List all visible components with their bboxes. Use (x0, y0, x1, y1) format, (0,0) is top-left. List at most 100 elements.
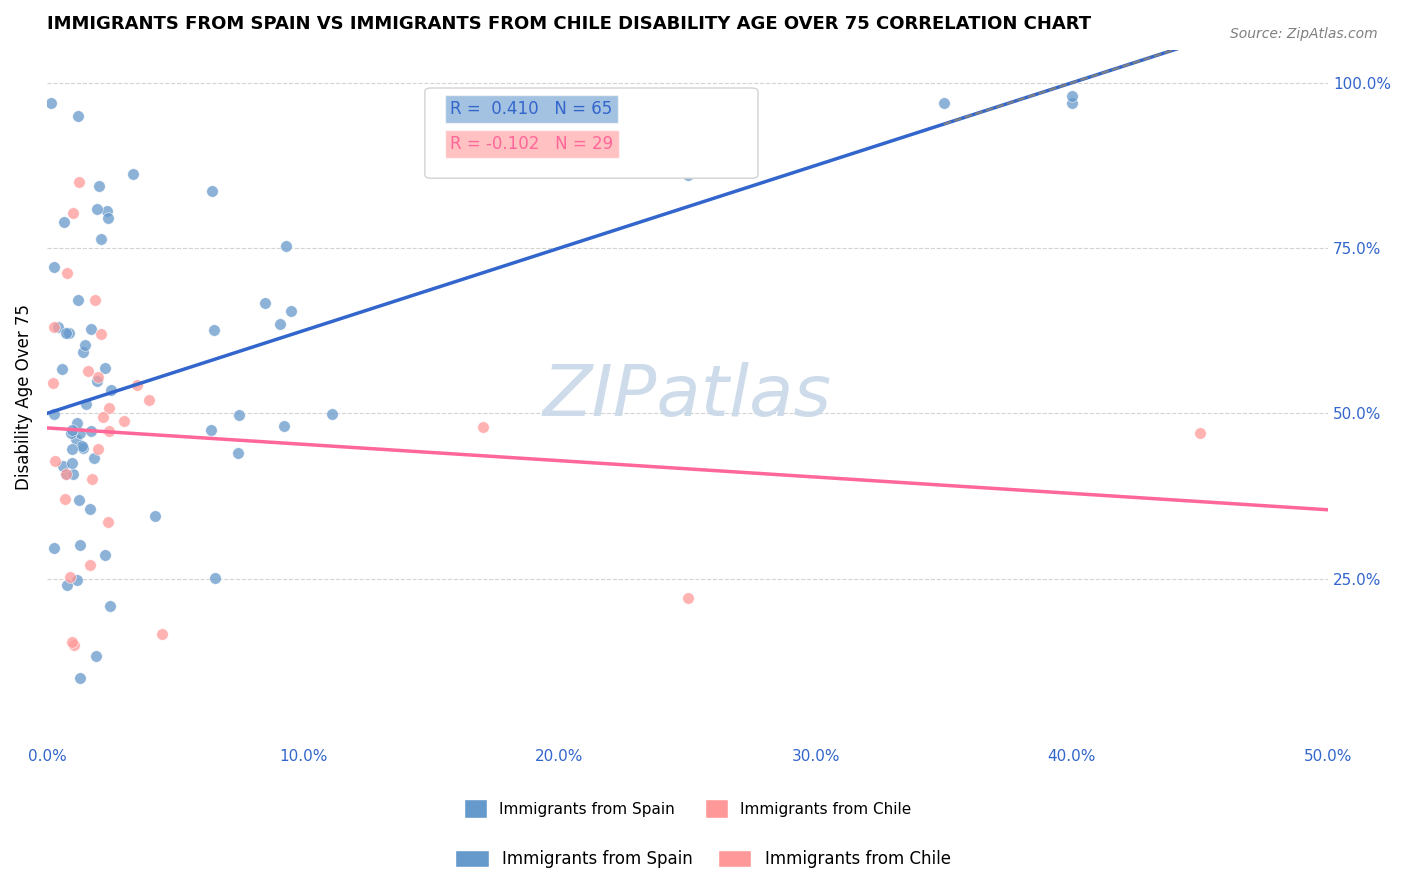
Point (202, 323, 225, 337)
Y-axis label: Disability Age Over 75: Disability Age Over 75 (15, 304, 32, 490)
Point (60, 456, 83, 470)
Point (79, 322, 101, 336)
Point (42, 260, 65, 274)
Point (98, 599, 121, 613)
Point (67, 175, 90, 189)
Point (66, 416, 89, 430)
Point (69, 538, 91, 552)
Point (55, 326, 77, 340)
Point (932, 95, 955, 110)
Point (67, 493, 90, 508)
Point (42, 541, 65, 555)
Legend: Immigrants from Spain, Immigrants from Chile: Immigrants from Spain, Immigrants from C… (449, 843, 957, 875)
Point (53, 492, 76, 507)
Legend: Immigrants from Spain, Immigrants from Chile: Immigrants from Spain, Immigrants from C… (457, 793, 918, 824)
Point (280, 304, 302, 318)
Point (87, 370, 110, 384)
Point (41, 376, 63, 391)
Point (97, 515, 120, 529)
Point (87, 178, 110, 193)
Point (91, 409, 114, 424)
Point (274, 238, 297, 252)
Point (94, 361, 117, 376)
Point (94, 548, 117, 562)
Point (204, 571, 226, 585)
Point (44, 407, 66, 421)
Point (228, 408, 250, 422)
Point (59, 570, 82, 584)
Point (72, 345, 94, 359)
Point (60, 423, 83, 437)
Text: Source: ZipAtlas.com: Source: ZipAtlas.com (1230, 27, 1378, 41)
Point (60, 442, 83, 456)
Point (98, 424, 121, 438)
Point (112, 413, 135, 427)
Text: ZIPatlas: ZIPatlas (543, 362, 832, 432)
Point (471, 419, 494, 434)
Point (44, 454, 66, 468)
Point (39, 95, 62, 110)
Point (77, 364, 100, 378)
Point (58, 326, 80, 340)
Point (63, 638, 86, 652)
Point (56, 578, 79, 592)
Point (273, 418, 295, 433)
Point (496, 152, 519, 166)
Point (66, 574, 89, 588)
Point (86, 375, 108, 389)
Point (97, 211, 120, 226)
Point (254, 296, 277, 310)
Point (80, 472, 103, 486)
Point (42, 320, 65, 334)
Point (97, 401, 120, 415)
Point (1188, 426, 1211, 441)
Point (143, 509, 166, 524)
FancyBboxPatch shape (425, 88, 758, 178)
Point (52, 458, 75, 473)
Point (62, 206, 84, 220)
Point (55, 467, 77, 481)
Text: R =  0.410   N = 65: R = 0.410 N = 65 (450, 100, 613, 118)
Point (90, 232, 112, 246)
Point (65, 432, 87, 446)
Point (70, 439, 93, 453)
Point (62, 467, 84, 482)
Text: R = -0.102   N = 29: R = -0.102 N = 29 (450, 135, 613, 153)
Point (69, 426, 91, 441)
Point (676, 168, 699, 182)
Point (52, 215, 75, 229)
Point (56, 266, 79, 280)
Point (86, 202, 108, 217)
Point (96, 203, 118, 218)
Point (62, 634, 84, 648)
Point (138, 392, 160, 407)
Point (80, 424, 103, 438)
Point (69, 671, 91, 685)
Point (226, 446, 249, 460)
Point (676, 591, 699, 606)
Point (55, 467, 77, 481)
Point (84, 648, 107, 663)
Point (75, 397, 97, 411)
Point (122, 167, 145, 181)
Point (269, 317, 291, 331)
Point (200, 423, 222, 437)
Point (125, 378, 148, 392)
Point (201, 184, 224, 198)
Point (321, 407, 343, 421)
Point (87, 442, 110, 456)
Point (51, 362, 73, 376)
Point (67, 293, 90, 307)
Point (66, 109, 89, 123)
Text: IMMIGRANTS FROM SPAIN VS IMMIGRANTS FROM CHILE DISABILITY AGE OVER 75 CORRELATIO: IMMIGRANTS FROM SPAIN VS IMMIGRANTS FROM… (46, 15, 1091, 33)
Point (83, 451, 105, 466)
Point (46, 320, 69, 334)
Point (72, 441, 94, 455)
Point (1060, 89, 1083, 103)
Point (83, 293, 105, 307)
Point (90, 327, 112, 342)
Point (79, 501, 101, 516)
Point (73, 338, 96, 352)
Point (150, 627, 173, 641)
Point (1060, 95, 1083, 110)
